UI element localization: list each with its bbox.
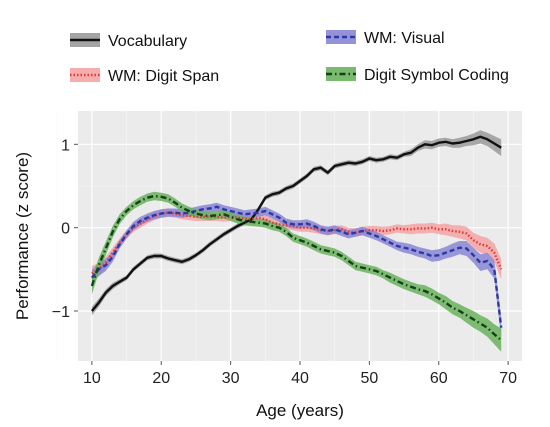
band-wm-digit-span: [91, 208, 502, 281]
legend-item-wm-digit-span: WM: Digit Span: [70, 68, 219, 85]
series-line-wm-digit-span: [91, 211, 503, 275]
y-axis-label: Performance (z score): [13, 152, 32, 320]
band-digit-symbol-coding: [91, 191, 502, 352]
legend-label-digit-symbol-coding: Digit Symbol Coding: [364, 67, 509, 84]
x-tick-label: 40: [291, 370, 309, 387]
x-tick-label: 50: [360, 370, 378, 387]
y-axis-ticks: −1 0 1: [52, 137, 78, 321]
confidence-bands: [91, 130, 502, 352]
x-axis-label: Age (years): [256, 401, 344, 420]
x-axis-ticks: 10 20 30 40 50 60 70: [83, 361, 517, 387]
legend-swatch-wm-visual: [326, 30, 356, 44]
legend-item-vocabulary: Vocabulary: [70, 33, 187, 50]
x-tick-label: 30: [222, 370, 240, 387]
series-line-vocabulary: [90, 135, 502, 312]
chart-legend: Vocabulary WM: Digit Span WM: Visual Digit …: [70, 30, 509, 85]
x-tick-label: 70: [499, 370, 517, 387]
legend-item-wm-visual: WM: Visual: [326, 30, 445, 47]
y-tick-label: 0: [61, 221, 70, 238]
y-tick-label: 1: [61, 137, 70, 154]
legend-label-wm-visual: WM: Visual: [364, 30, 445, 47]
legend-item-digit-symbol-coding: Digit Symbol Coding: [326, 67, 509, 84]
x-tick-label: 60: [430, 370, 448, 387]
legend-label-wm-digit-span: WM: Digit Span: [108, 68, 219, 85]
x-tick-label: 10: [83, 370, 101, 387]
series-lines: [90, 135, 503, 342]
series-line-wm-visual: [90, 205, 503, 328]
x-tick-label: 20: [152, 370, 170, 387]
legend-label-vocabulary: Vocabulary: [108, 33, 187, 50]
y-tick-label: −1: [52, 304, 70, 321]
